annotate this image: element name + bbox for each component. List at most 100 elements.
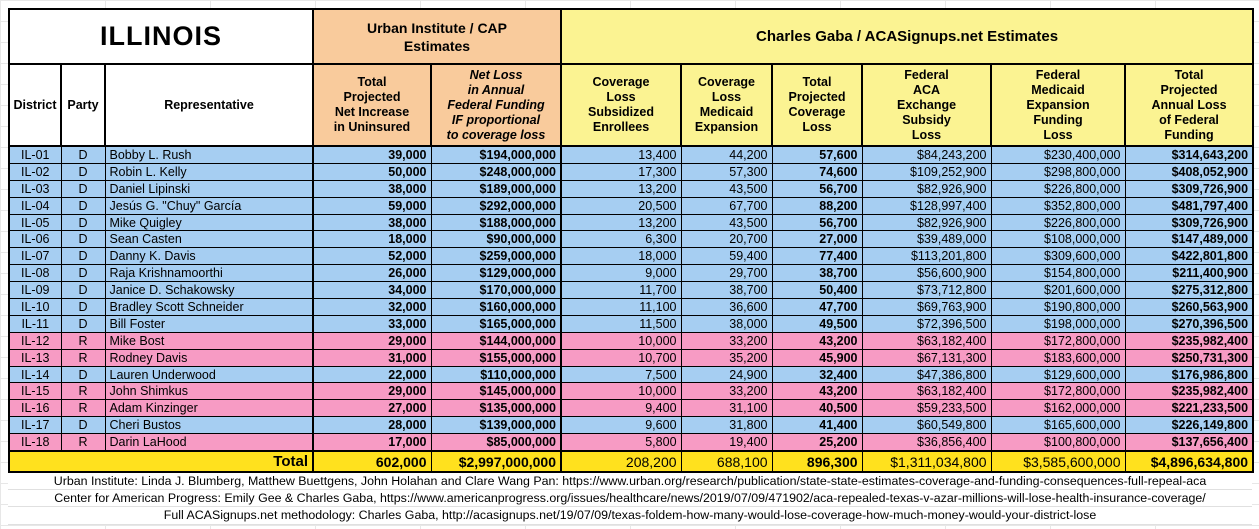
column-header-representative: Representative xyxy=(104,63,314,147)
cell-total-federal-funding-loss: $309,726,900 xyxy=(1124,213,1255,232)
cell-medicaid-funding-loss: $172,800,000 xyxy=(990,331,1126,350)
cell-net-loss-federal-funding: $110,000,000 xyxy=(430,365,562,384)
cell-aca-subsidy-loss: $82,926,900 xyxy=(861,179,992,198)
cell-medicaid-funding-loss: $226,800,000 xyxy=(990,213,1126,232)
cell-net-loss-federal-funding: $248,000,000 xyxy=(430,162,562,181)
cell-net-loss-federal-funding: $155,000,000 xyxy=(430,348,562,367)
cell-total-federal-funding-loss: $260,563,900 xyxy=(1124,298,1255,316)
cell-total-coverage-loss: 32,400 xyxy=(771,365,863,384)
cell-total-federal-funding-loss: $314,643,200 xyxy=(1124,145,1255,164)
cell-coverage-loss-subsidized: 9,600 xyxy=(560,416,682,435)
cell-district: IL-04 xyxy=(8,196,62,215)
cell-representative: Daniel Lipinski xyxy=(104,179,314,198)
cell-representative: Raja Krishnamoorthi xyxy=(104,264,314,283)
cell-total-federal-funding-loss: $275,312,800 xyxy=(1124,281,1255,300)
cell-total-coverage-loss: 25,200 xyxy=(771,433,863,452)
cell-party: R xyxy=(60,348,106,367)
cell-coverage-loss-subsidized: 6,300 xyxy=(560,230,682,249)
cell-net-increase-uninsured: 29,000 xyxy=(312,382,432,401)
cell-total-coverage-loss: 56,700 xyxy=(771,213,863,232)
cell-net-loss-federal-funding: $188,000,000 xyxy=(430,213,562,232)
total-label: Total xyxy=(8,450,314,474)
cell-aca-subsidy-loss: $56,600,900 xyxy=(861,264,992,283)
cell-representative: Jesús G. "Chuy" García xyxy=(104,196,314,215)
cell-district: IL-09 xyxy=(8,281,62,300)
cell-district: IL-08 xyxy=(8,264,62,283)
cell-coverage-loss-medicaid: 33,200 xyxy=(680,382,773,401)
group-header-row: ILLINOIS Urban Institute / CAP Estimates… xyxy=(8,8,1255,65)
cell-total-federal-funding-loss: $147,489,000 xyxy=(1124,230,1255,249)
total-cell-aca-subsidy-loss: $1,311,034,800 xyxy=(861,450,992,474)
cell-party: D xyxy=(60,416,106,435)
cell-total-coverage-loss: 77,400 xyxy=(771,247,863,266)
cell-net-loss-federal-funding: $160,000,000 xyxy=(430,298,562,316)
cell-total-federal-funding-loss: $221,233,500 xyxy=(1124,399,1255,418)
cell-coverage-loss-medicaid: 36,600 xyxy=(680,298,773,316)
cell-aca-subsidy-loss: $69,763,900 xyxy=(861,298,992,316)
footnote-line-2: Center for American Progress: Emily Gee … xyxy=(8,490,1252,508)
cell-aca-subsidy-loss: $73,712,800 xyxy=(861,281,992,300)
table-row-il-12: IL-12 R Mike Bost 29,000 $144,000,000 10,000 3… xyxy=(8,331,1255,350)
column-header-aca-subsidy-loss: Federal ACA Exchange Subsidy Loss xyxy=(861,63,993,147)
cell-medicaid-funding-loss: $183,600,000 xyxy=(990,348,1126,367)
cell-net-increase-uninsured: 28,000 xyxy=(312,416,432,435)
cell-total-federal-funding-loss: $211,400,900 xyxy=(1124,264,1255,283)
table-row-il-14: IL-14 D Lauren Underwood 22,000 $110,000,000… xyxy=(8,365,1255,384)
cell-representative: Lauren Underwood xyxy=(104,365,314,384)
table-row-il-18: IL-18 R Darin LaHood 17,000 $85,000,000 5,800… xyxy=(8,433,1255,452)
cell-net-increase-uninsured: 29,000 xyxy=(312,331,432,350)
table-row-il-10: IL-10 D Bradley Scott Schneider 32,000 $160,… xyxy=(8,298,1255,316)
cell-coverage-loss-medicaid: 59,400 xyxy=(680,247,773,266)
cell-total-coverage-loss: 56,700 xyxy=(771,179,863,198)
cell-net-increase-uninsured: 34,000 xyxy=(312,281,432,300)
cell-net-loss-federal-funding: $170,000,000 xyxy=(430,281,562,300)
cell-representative: Bobby L. Rush xyxy=(104,145,314,164)
column-header-coverage-loss-medicaid: Coverage Loss Medicaid Expansion xyxy=(680,63,774,147)
cell-net-increase-uninsured: 59,000 xyxy=(312,196,432,215)
total-cell-total-federal-funding-loss: $4,896,634,800 xyxy=(1124,450,1255,474)
cell-aca-subsidy-loss: $128,997,400 xyxy=(861,196,992,215)
total-cell-medicaid-funding-loss: $3,585,600,000 xyxy=(990,450,1126,474)
cell-representative: John Shimkus xyxy=(104,382,314,401)
cell-total-coverage-loss: 41,400 xyxy=(771,416,863,435)
cell-district: IL-07 xyxy=(8,247,62,266)
cell-net-loss-federal-funding: $144,000,000 xyxy=(430,331,562,350)
cell-medicaid-funding-loss: $352,800,000 xyxy=(990,196,1126,215)
cell-party: D xyxy=(60,264,106,283)
cell-total-coverage-loss: 27,000 xyxy=(771,230,863,249)
cell-net-increase-uninsured: 33,000 xyxy=(312,314,432,333)
cell-total-coverage-loss: 38,700 xyxy=(771,264,863,283)
cell-coverage-loss-subsidized: 9,400 xyxy=(560,399,682,418)
table-row-il-11: IL-11 D Bill Foster 33,000 $165,000,000 11,50… xyxy=(8,314,1255,333)
cell-district: IL-15 xyxy=(8,382,62,401)
cell-representative: Mike Quigley xyxy=(104,213,314,232)
cell-district: IL-14 xyxy=(8,365,62,384)
cell-aca-subsidy-loss: $59,233,500 xyxy=(861,399,992,418)
cell-net-loss-federal-funding: $129,000,000 xyxy=(430,264,562,283)
cell-coverage-loss-subsidized: 17,300 xyxy=(560,162,682,181)
cell-net-loss-federal-funding: $189,000,000 xyxy=(430,179,562,198)
total-cell-coverage-loss-medicaid: 688,100 xyxy=(680,450,773,474)
cell-total-coverage-loss: 88,200 xyxy=(771,196,863,215)
cell-aca-subsidy-loss: $84,243,200 xyxy=(861,145,992,164)
urban-group-header: Urban Institute / CAP Estimates xyxy=(311,8,563,65)
cell-total-coverage-loss: 40,500 xyxy=(771,399,863,418)
cell-representative: Darin LaHood xyxy=(104,433,314,452)
table-row-il-05: IL-05 D Mike Quigley 38,000 $188,000,000 13,2… xyxy=(8,213,1255,232)
cell-party: D xyxy=(60,196,106,215)
cell-aca-subsidy-loss: $63,182,400 xyxy=(861,382,992,401)
cell-net-increase-uninsured: 38,000 xyxy=(312,213,432,232)
cell-medicaid-funding-loss: $198,000,000 xyxy=(990,314,1126,333)
cell-aca-subsidy-loss: $72,396,500 xyxy=(861,314,992,333)
total-cell-net-loss-federal-funding: $2,997,000,000 xyxy=(430,450,562,474)
cell-coverage-loss-medicaid: 57,300 xyxy=(680,162,773,181)
cell-total-federal-funding-loss: $481,797,400 xyxy=(1124,196,1255,215)
cell-medicaid-funding-loss: $309,600,000 xyxy=(990,247,1126,266)
cell-medicaid-funding-loss: $190,800,000 xyxy=(990,298,1126,316)
cell-medicaid-funding-loss: $226,800,000 xyxy=(990,179,1126,198)
table-row-il-04: IL-04 D Jesús G. "Chuy" García 59,000 $292,0… xyxy=(8,196,1255,215)
cell-district: IL-01 xyxy=(8,145,62,164)
cell-net-increase-uninsured: 50,000 xyxy=(312,162,432,181)
cell-coverage-loss-medicaid: 31,100 xyxy=(680,399,773,418)
